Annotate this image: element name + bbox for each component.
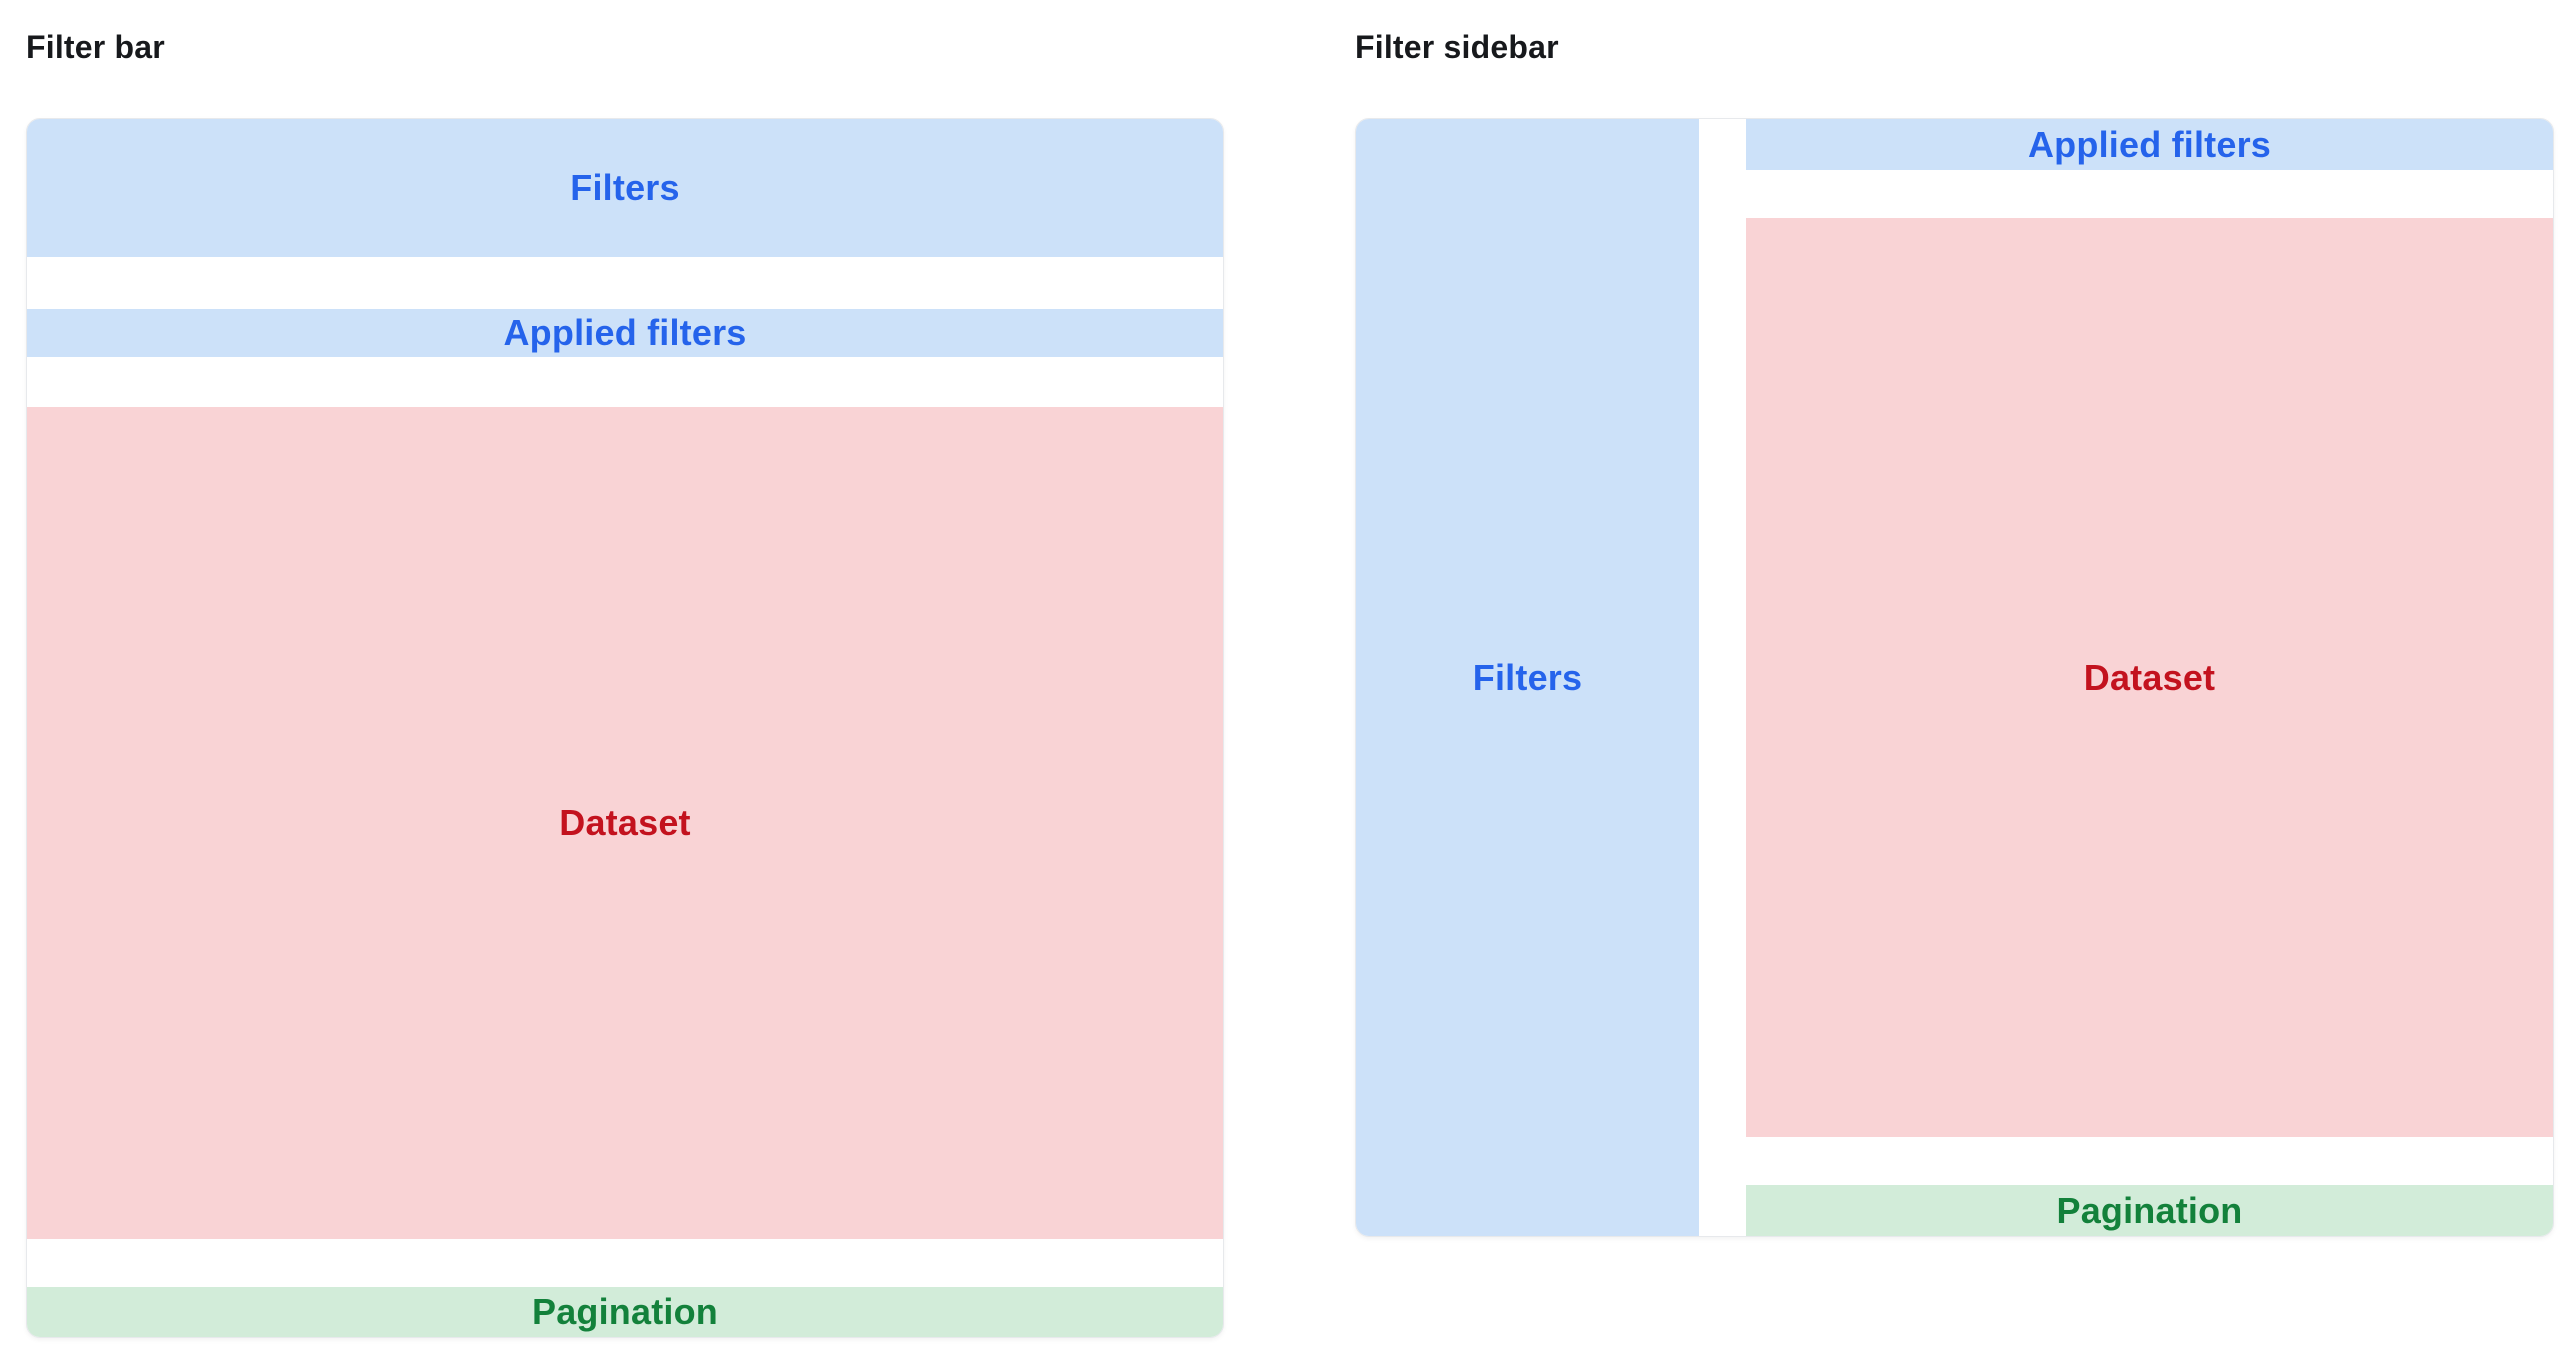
filter-bar-pattern: Filter bar Filters Applied filters Datas… xyxy=(26,28,1224,1338)
applied-filters-region: Applied filters xyxy=(27,309,1223,357)
dataset-label: Dataset xyxy=(559,802,691,843)
filter-bar-title: Filter bar xyxy=(26,29,165,65)
dataset-region: Dataset xyxy=(1746,218,2553,1137)
filters-sidebar-region: Filters xyxy=(1356,119,1699,1236)
filter-sidebar-diagram: Filters Applied filters Dataset Paginati… xyxy=(1355,118,2554,1237)
pagination-label: Pagination xyxy=(2056,1189,2243,1231)
applied-filters-region: Applied filters xyxy=(1746,119,2553,170)
filters-region: Filters xyxy=(27,119,1223,257)
applied-filters-label: Applied filters xyxy=(2027,123,2272,165)
filters-label: Filters xyxy=(1472,656,1583,698)
pagination-label: Pagination xyxy=(531,1291,718,1332)
spacer xyxy=(1746,1137,2553,1185)
filter-bar-diagram: Filters Applied filters Dataset Paginati… xyxy=(26,118,1224,1338)
pagination-region: Pagination xyxy=(1746,1185,2553,1236)
spacer xyxy=(27,1239,1223,1287)
dataset-label: Dataset xyxy=(2083,656,2216,698)
filter-sidebar-pattern: Filter sidebar Filters Applied filters D… xyxy=(1355,28,2554,1237)
spacer xyxy=(1699,119,1746,1236)
dataset-region: Dataset xyxy=(27,407,1223,1239)
pagination-region: Pagination xyxy=(27,1287,1223,1337)
spacer xyxy=(27,257,1223,309)
filter-sidebar-title: Filter sidebar xyxy=(1355,29,1559,65)
filters-label: Filters xyxy=(570,167,680,208)
spacer xyxy=(1746,170,2553,218)
spacer xyxy=(27,357,1223,407)
applied-filters-label: Applied filters xyxy=(503,312,747,353)
content-column: Applied filters Dataset Pagination xyxy=(1746,119,2553,1236)
